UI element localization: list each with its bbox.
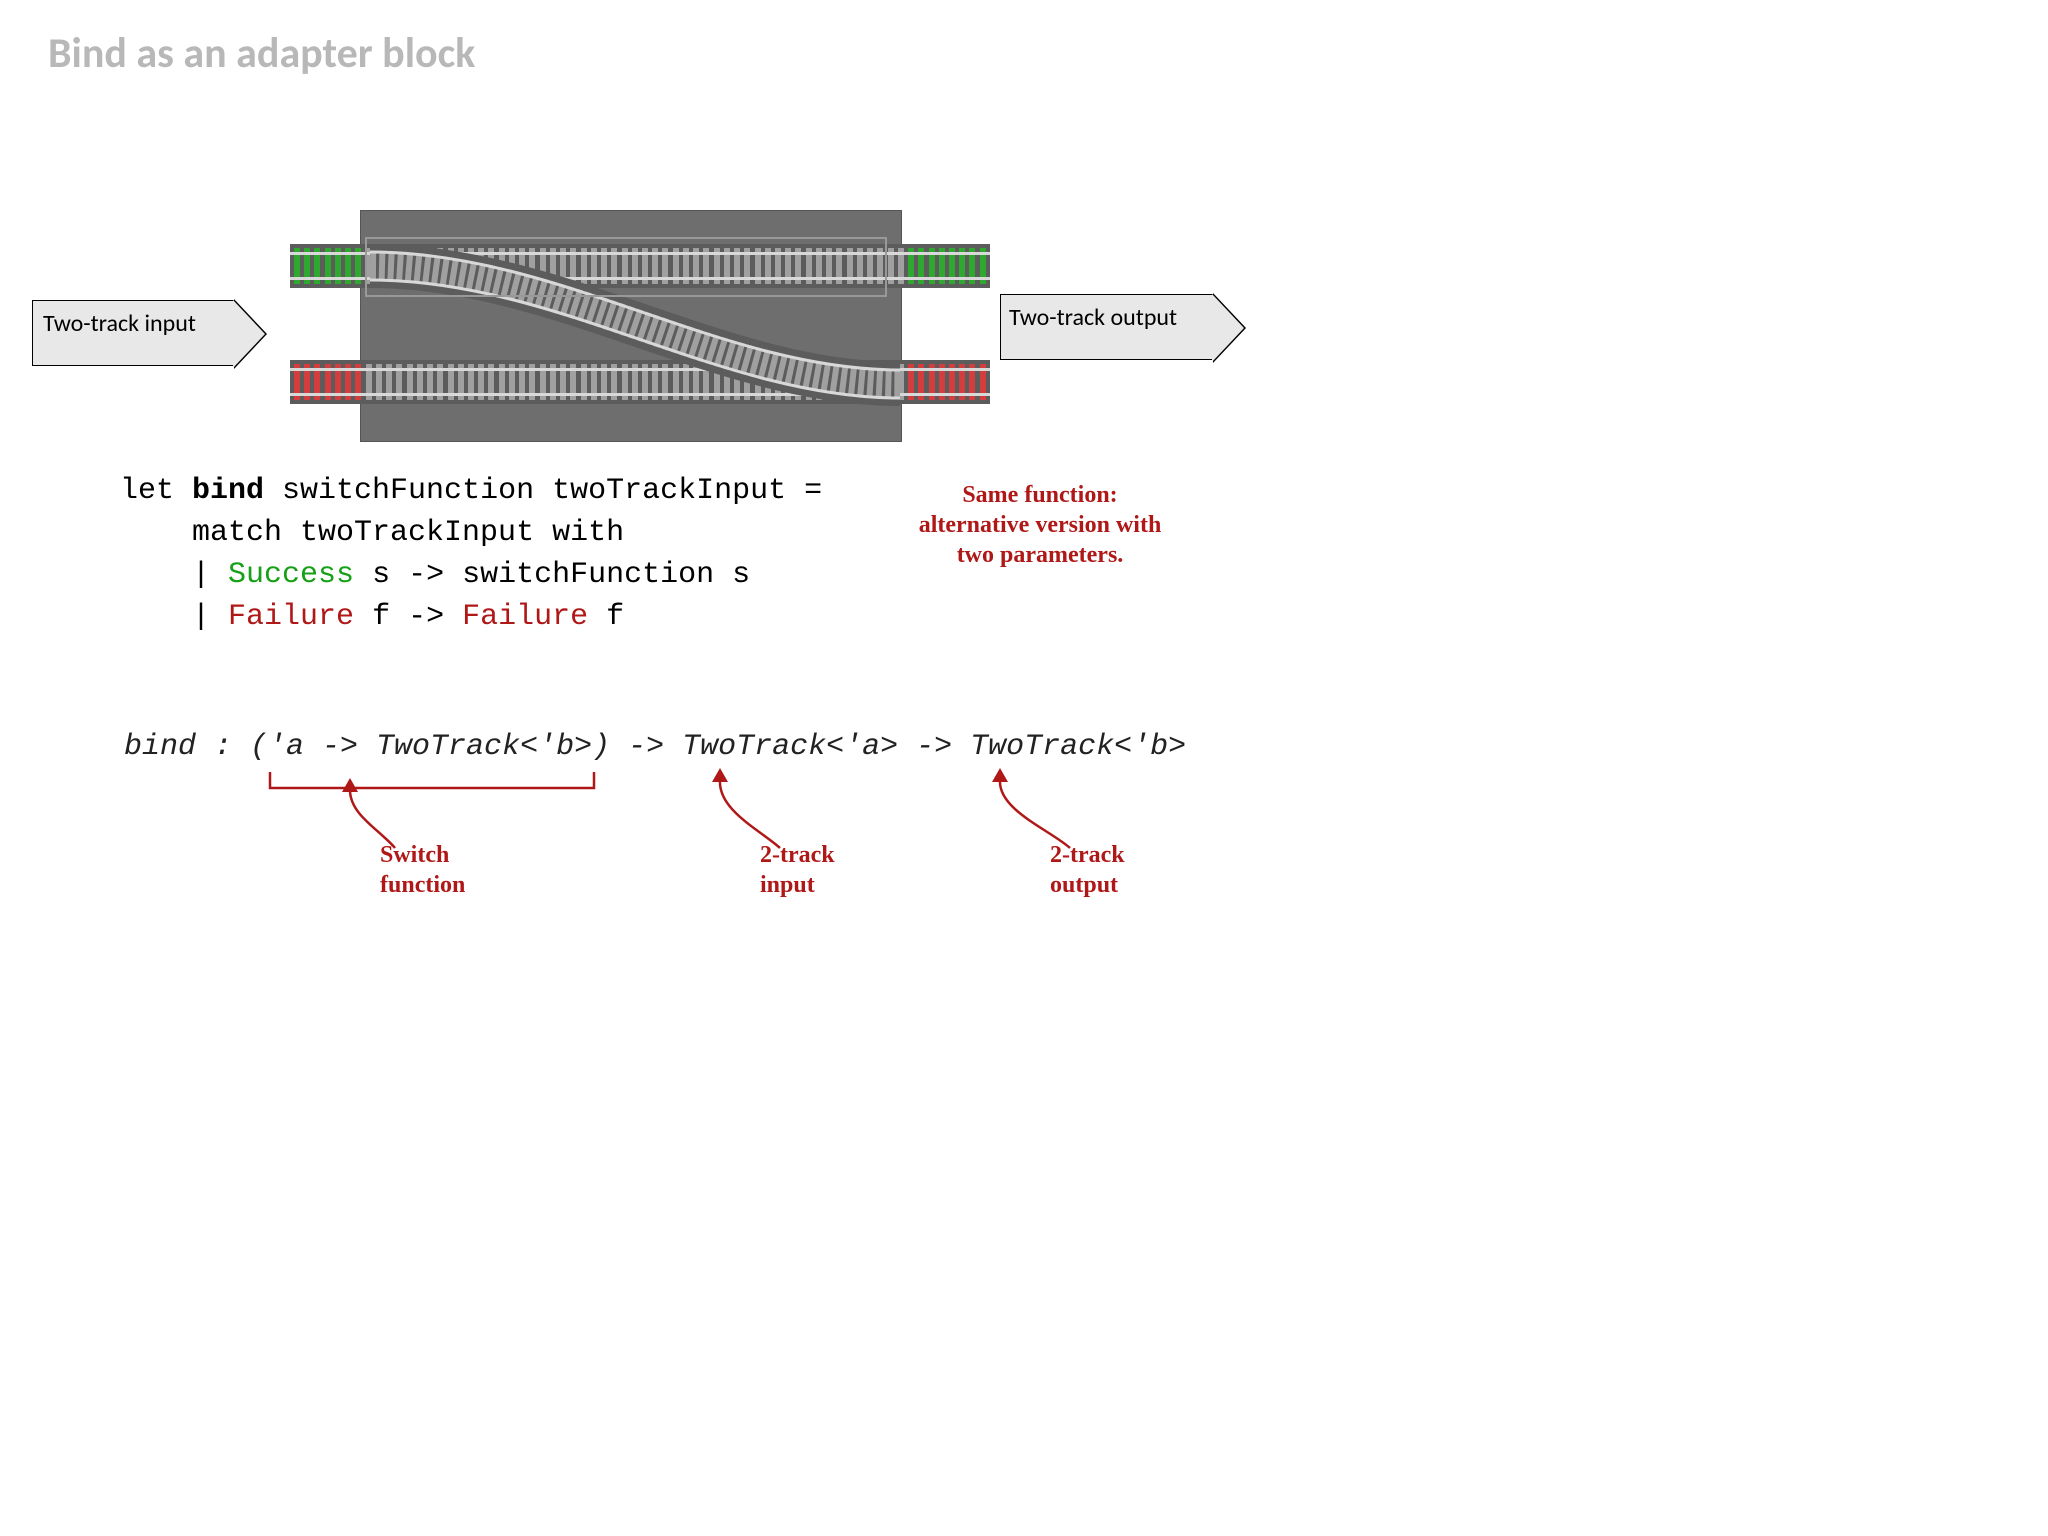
annotation-same-function: Same function:alternative version withtw… bbox=[910, 480, 1170, 570]
type-signature: bind : ('a -> TwoTrack<'b>) -> TwoTrack<… bbox=[124, 730, 1186, 764]
two-track-output-arrow: Two-track output bbox=[1000, 294, 1213, 360]
slide-title: Bind as an adapter block bbox=[48, 28, 475, 79]
code-line3-pipe: | bbox=[120, 558, 228, 592]
bind-code: let bind switchFunction twoTrackInput = … bbox=[120, 470, 840, 638]
two-track-input-arrow: Two-track input bbox=[32, 300, 234, 366]
annotation-2track-output: 2-trackoutput bbox=[1050, 840, 1125, 900]
top-track-bed bbox=[290, 244, 990, 288]
code-line2: match twoTrackInput with bbox=[120, 516, 624, 550]
signature-brackets bbox=[270, 768, 1070, 848]
code-line4-pipe: | bbox=[120, 600, 228, 634]
code-failure1: Failure bbox=[228, 600, 354, 634]
code-let: let bbox=[120, 474, 192, 508]
code-line4-end: f bbox=[588, 600, 624, 634]
railway-diagram bbox=[290, 210, 990, 440]
annotation-2track-input: 2-trackinput bbox=[760, 840, 835, 900]
code-failure2: Failure bbox=[462, 600, 588, 634]
code-line3-rest: s -> switchFunction s bbox=[354, 558, 750, 592]
code-bind-kw: bind bbox=[192, 474, 264, 508]
code-line4-mid: f -> bbox=[354, 600, 462, 634]
annotation-switch-function: Switchfunction bbox=[380, 840, 465, 900]
arrow-output-text: Two-track output bbox=[1009, 303, 1177, 332]
bottom-track-bed bbox=[290, 360, 990, 404]
arrow-input-text: Two-track input bbox=[43, 309, 196, 338]
code-success: Success bbox=[228, 558, 354, 592]
code-line1-rest: switchFunction twoTrackInput = bbox=[264, 474, 840, 508]
